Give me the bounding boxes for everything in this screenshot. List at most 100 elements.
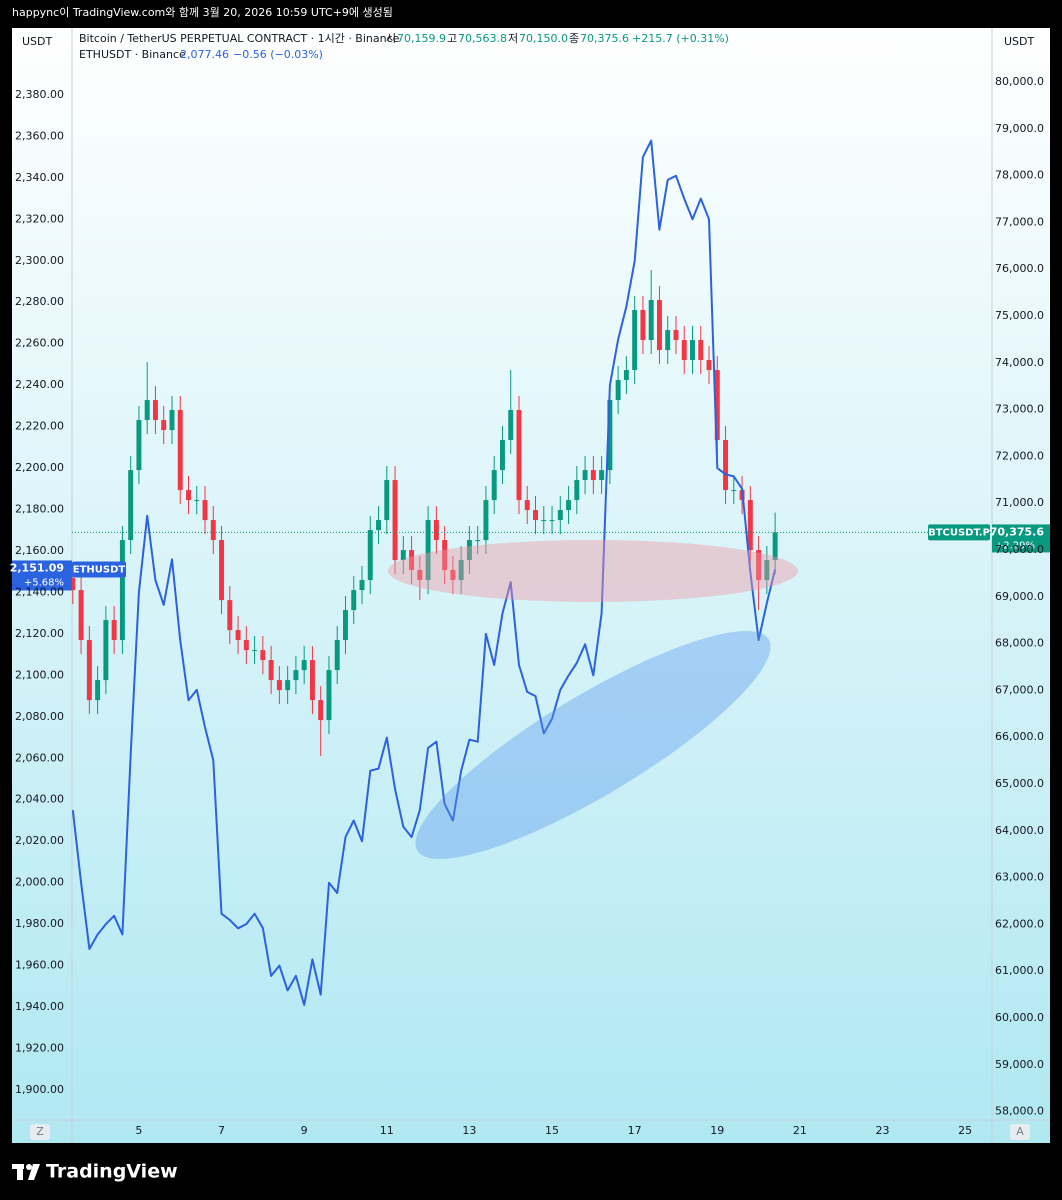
y-tick-label: 2,300.00 [15, 254, 64, 267]
y2-tick-label: 64,000.0 [995, 824, 1044, 837]
y-tick-label: 2,000.00 [15, 876, 64, 889]
plot [70, 139, 992, 1006]
candle-body [202, 500, 208, 521]
x-tick-label: 13 [462, 1124, 476, 1137]
y2-tick-label: 75,000.0 [995, 309, 1044, 322]
candle-body [516, 410, 522, 501]
logo-mark [17, 1164, 23, 1180]
legend-value: 70,563.8 [458, 32, 507, 45]
candle-body [78, 590, 84, 641]
candle-body [152, 400, 158, 421]
candle-body [665, 330, 671, 351]
x-tick-label: 23 [876, 1124, 890, 1137]
candle-body [549, 520, 555, 522]
y-tick-label: 2,360.00 [15, 129, 64, 142]
candle-body [706, 360, 712, 371]
candle-body [301, 660, 307, 671]
candle-body [442, 540, 448, 571]
candle-body [194, 500, 200, 502]
candle-body [186, 490, 191, 501]
button-label[interactable]: Z [36, 1125, 44, 1138]
legend-value: 70,375.6 [580, 32, 629, 45]
highlight-ellipse [388, 540, 798, 602]
candle-body [690, 340, 695, 361]
candle-body [384, 480, 390, 521]
candle-body [433, 520, 439, 541]
y2-tick-label: 76,000.0 [995, 262, 1044, 275]
candle-body [640, 310, 646, 341]
y2-tick-label: 80,000.0 [995, 75, 1044, 88]
x-tick-label: 11 [380, 1124, 394, 1137]
candle-body [673, 330, 679, 341]
candle-body [648, 300, 654, 341]
y2-tick-label: 67,000.0 [995, 683, 1044, 696]
candle-body [508, 410, 514, 441]
candle-body [723, 440, 729, 491]
legend-value: 70,150.0 [519, 32, 568, 45]
candle-body [524, 500, 530, 511]
candle-body [491, 470, 497, 501]
price-tag-label: ETHUSDT [73, 564, 126, 575]
y2-tick-label: 69,000.0 [995, 590, 1044, 603]
button[interactable] [1010, 1124, 1030, 1140]
y2-tick-label: 68,000.0 [995, 637, 1044, 650]
x-tick-label: 15 [545, 1124, 559, 1137]
y-tick-label: 2,200.00 [15, 461, 64, 474]
y-tick-label: 2,320.00 [15, 212, 64, 225]
candle-body [409, 550, 415, 571]
candle-body [95, 680, 101, 701]
candle-body [119, 540, 125, 641]
candle-body [714, 370, 720, 441]
candle-body [590, 470, 596, 481]
y-tick-label: 2,040.00 [15, 793, 64, 806]
candle-body [756, 550, 762, 581]
y-tick-label: 2,220.00 [15, 420, 64, 433]
y-tick-label: 1,980.00 [15, 917, 64, 930]
candle-body [747, 500, 753, 551]
axis-change-label: +5.68% [24, 577, 64, 588]
y2-tick-label: 71,000.0 [995, 496, 1044, 509]
x-tick-label: 21 [793, 1124, 807, 1137]
candle-body [400, 550, 406, 561]
candle-body [582, 470, 588, 481]
y-tick-label: 2,060.00 [15, 751, 64, 764]
y-tick-label: 2,020.00 [15, 834, 64, 847]
candle-body [285, 680, 291, 691]
y-tick-label: 2,260.00 [15, 337, 64, 350]
axis-price-label: 2,151.09 [10, 561, 64, 574]
legend-value: 70,159.9 [397, 32, 446, 45]
candle-body [632, 310, 638, 371]
line-series [71, 139, 777, 1006]
y-tick-label: 2,240.00 [15, 378, 64, 391]
candle-body [607, 400, 613, 471]
overlay: BTCUSDT.P 70,375.6 +2.29% 2,151.09 +5.68% ETH… [10, 524, 1050, 591]
candle-body [136, 420, 142, 471]
x-tick-label: 5 [135, 1124, 142, 1137]
candle-body [293, 670, 299, 681]
button-label[interactable]: A [1016, 1125, 1024, 1138]
candle-body [111, 620, 117, 641]
y2-tick-label: 72,000.0 [995, 449, 1044, 462]
candle-body [557, 510, 563, 521]
candle-body [128, 470, 134, 541]
candle-body [656, 300, 662, 351]
candle-body [177, 410, 183, 491]
y2-tick-label: 63,000.0 [995, 871, 1044, 884]
candle-body [731, 490, 737, 492]
y-tick-label: 2,080.00 [15, 710, 64, 723]
candle-body [392, 480, 398, 561]
candle-body [566, 500, 572, 511]
candle-body [541, 520, 547, 522]
button[interactable] [30, 1124, 50, 1140]
legend-title: ETHUSDT · Binance [79, 48, 186, 61]
logo [12, 1164, 40, 1180]
candle-body [359, 580, 365, 591]
legend-title: Bitcoin / TetherUS PERPETUAL CONTRACT · … [79, 32, 400, 45]
y-tick-label: 2,280.00 [15, 295, 64, 308]
candle-body [574, 480, 580, 501]
price-tag-label: BTCUSDT.P [928, 527, 990, 538]
y2-tick-label: 59,000.0 [995, 1058, 1044, 1071]
candle-body [351, 590, 357, 611]
y2-tick-label: 62,000.0 [995, 917, 1044, 930]
